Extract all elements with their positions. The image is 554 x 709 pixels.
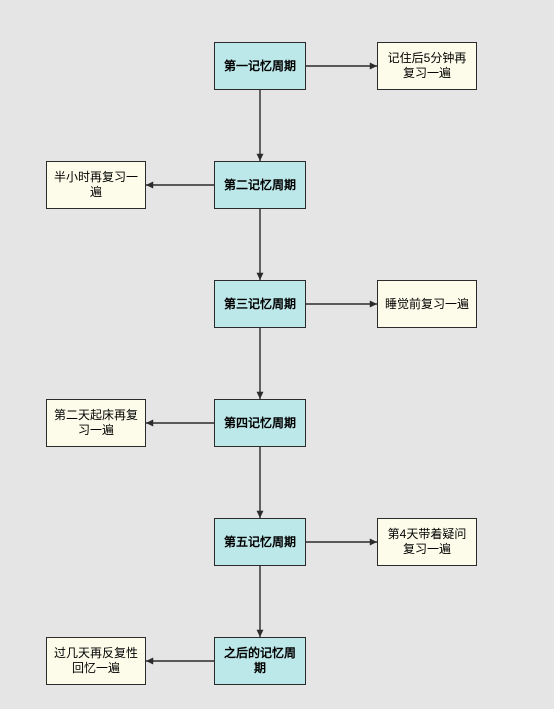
- node-label: 睡觉前复习一遍: [385, 297, 469, 312]
- node-label: 记住后5分钟再复习一遍: [384, 51, 470, 81]
- node-label: 第一记忆周期: [224, 59, 296, 74]
- node-m4: 第四记忆周期: [214, 399, 306, 447]
- node-s5: 第4天带着疑问复习一遍: [377, 518, 477, 566]
- edges-layer: [0, 0, 554, 709]
- node-s3: 睡觉前复习一遍: [377, 280, 477, 328]
- node-s1: 记住后5分钟再复习一遍: [377, 42, 477, 90]
- node-s6: 过几天再反复性回忆一遍: [46, 637, 146, 685]
- node-m6: 之后的记忆周期: [214, 637, 306, 685]
- node-label: 半小时再复习一遍: [53, 170, 139, 200]
- node-label: 第四记忆周期: [224, 416, 296, 431]
- node-label: 第三记忆周期: [224, 297, 296, 312]
- node-m2: 第二记忆周期: [214, 161, 306, 209]
- node-s4: 第二天起床再复习一遍: [46, 399, 146, 447]
- node-label: 第4天带着疑问复习一遍: [384, 527, 470, 557]
- node-m5: 第五记忆周期: [214, 518, 306, 566]
- node-s2: 半小时再复习一遍: [46, 161, 146, 209]
- node-label: 第二天起床再复习一遍: [53, 408, 139, 438]
- node-label: 之后的记忆周期: [221, 646, 299, 676]
- node-label: 过几天再反复性回忆一遍: [53, 646, 139, 676]
- node-label: 第五记忆周期: [224, 535, 296, 550]
- node-m1: 第一记忆周期: [214, 42, 306, 90]
- flowchart-canvas: 第一记忆周期 第二记忆周期 第三记忆周期 第四记忆周期 第五记忆周期 之后的记忆…: [0, 0, 554, 709]
- node-m3: 第三记忆周期: [214, 280, 306, 328]
- node-label: 第二记忆周期: [224, 178, 296, 193]
